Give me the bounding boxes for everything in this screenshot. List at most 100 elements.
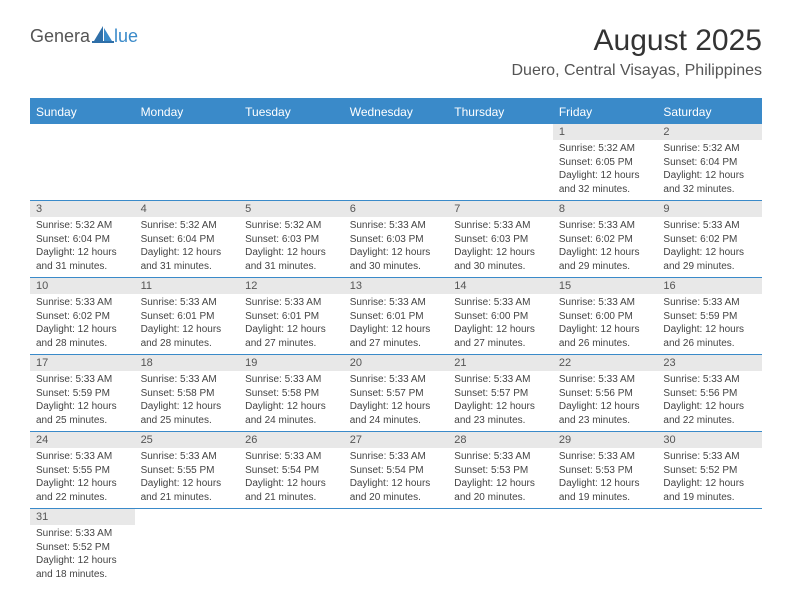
day-dl1: Daylight: 12 hours xyxy=(559,169,652,183)
day-dl1: Daylight: 12 hours xyxy=(141,323,234,337)
day-body: Sunrise: 5:33 AMSunset: 6:01 PMDaylight:… xyxy=(344,294,449,354)
day-number: 30 xyxy=(657,432,762,448)
day-sunset: Sunset: 5:58 PM xyxy=(141,387,234,401)
day-body: Sunrise: 5:33 AMSunset: 5:55 PMDaylight:… xyxy=(135,448,240,508)
day-number: 13 xyxy=(344,278,449,294)
day-dl2: and 25 minutes. xyxy=(36,414,129,428)
day-number: 8 xyxy=(553,201,658,217)
day-number: 6 xyxy=(344,201,449,217)
day-sunrise: Sunrise: 5:33 AM xyxy=(454,450,547,464)
day-sunset: Sunset: 6:03 PM xyxy=(350,233,443,247)
day-dl2: and 31 minutes. xyxy=(141,260,234,274)
day-body: Sunrise: 5:33 AMSunset: 5:57 PMDaylight:… xyxy=(448,371,553,431)
day-sunrise: Sunrise: 5:32 AM xyxy=(559,142,652,156)
weekday-header: Sunday xyxy=(30,100,135,124)
day-dl1: Daylight: 12 hours xyxy=(454,246,547,260)
day-dl1: Daylight: 12 hours xyxy=(663,400,756,414)
day-sunrise: Sunrise: 5:32 AM xyxy=(141,219,234,233)
day-cell: 31Sunrise: 5:33 AMSunset: 5:52 PMDayligh… xyxy=(30,509,135,585)
day-sunset: Sunset: 5:56 PM xyxy=(559,387,652,401)
day-dl1: Daylight: 12 hours xyxy=(559,400,652,414)
day-body: Sunrise: 5:33 AMSunset: 5:59 PMDaylight:… xyxy=(657,294,762,354)
day-dl1: Daylight: 12 hours xyxy=(36,554,129,568)
day-cell: 17Sunrise: 5:33 AMSunset: 5:59 PMDayligh… xyxy=(30,355,135,431)
day-cell: 26Sunrise: 5:33 AMSunset: 5:54 PMDayligh… xyxy=(239,432,344,508)
day-sunrise: Sunrise: 5:32 AM xyxy=(663,142,756,156)
week-row: 10Sunrise: 5:33 AMSunset: 6:02 PMDayligh… xyxy=(30,278,762,355)
logo-text-1: Genera xyxy=(30,26,90,47)
day-dl1: Daylight: 12 hours xyxy=(454,477,547,491)
day-cell: 18Sunrise: 5:33 AMSunset: 5:58 PMDayligh… xyxy=(135,355,240,431)
day-sunrise: Sunrise: 5:33 AM xyxy=(559,296,652,310)
day-number: 17 xyxy=(30,355,135,371)
day-body: Sunrise: 5:33 AMSunset: 5:59 PMDaylight:… xyxy=(30,371,135,431)
day-sunrise: Sunrise: 5:33 AM xyxy=(454,373,547,387)
day-number: 12 xyxy=(239,278,344,294)
day-number: 14 xyxy=(448,278,553,294)
day-sunrise: Sunrise: 5:33 AM xyxy=(350,373,443,387)
day-sunrise: Sunrise: 5:33 AM xyxy=(141,296,234,310)
day-number: 19 xyxy=(239,355,344,371)
day-dl1: Daylight: 12 hours xyxy=(454,400,547,414)
day-sunset: Sunset: 5:53 PM xyxy=(559,464,652,478)
day-dl2: and 20 minutes. xyxy=(350,491,443,505)
title-block: August 2025 Duero, Central Visayas, Phil… xyxy=(512,24,763,80)
day-sunset: Sunset: 5:52 PM xyxy=(663,464,756,478)
day-sunset: Sunset: 5:57 PM xyxy=(454,387,547,401)
day-sunset: Sunset: 6:04 PM xyxy=(141,233,234,247)
day-dl1: Daylight: 12 hours xyxy=(36,246,129,260)
day-sunset: Sunset: 5:54 PM xyxy=(245,464,338,478)
day-number: 31 xyxy=(30,509,135,525)
day-cell: 6Sunrise: 5:33 AMSunset: 6:03 PMDaylight… xyxy=(344,201,449,277)
day-number: 11 xyxy=(135,278,240,294)
day-sunrise: Sunrise: 5:32 AM xyxy=(245,219,338,233)
day-sunrise: Sunrise: 5:33 AM xyxy=(36,373,129,387)
day-dl1: Daylight: 12 hours xyxy=(36,323,129,337)
day-cell: 19Sunrise: 5:33 AMSunset: 5:58 PMDayligh… xyxy=(239,355,344,431)
day-body: Sunrise: 5:32 AMSunset: 6:03 PMDaylight:… xyxy=(239,217,344,277)
day-cell xyxy=(239,509,344,585)
day-dl2: and 26 minutes. xyxy=(559,337,652,351)
day-sunset: Sunset: 5:55 PM xyxy=(141,464,234,478)
day-cell xyxy=(448,124,553,200)
weekday-header: Monday xyxy=(135,100,240,124)
day-sunset: Sunset: 6:00 PM xyxy=(454,310,547,324)
day-dl2: and 23 minutes. xyxy=(454,414,547,428)
day-number: 23 xyxy=(657,355,762,371)
day-dl1: Daylight: 12 hours xyxy=(454,323,547,337)
day-dl2: and 29 minutes. xyxy=(559,260,652,274)
day-dl2: and 19 minutes. xyxy=(663,491,756,505)
day-sunset: Sunset: 6:02 PM xyxy=(559,233,652,247)
day-dl1: Daylight: 12 hours xyxy=(245,323,338,337)
day-dl1: Daylight: 12 hours xyxy=(350,400,443,414)
day-dl2: and 27 minutes. xyxy=(245,337,338,351)
day-body: Sunrise: 5:32 AMSunset: 6:04 PMDaylight:… xyxy=(135,217,240,277)
day-number: 4 xyxy=(135,201,240,217)
day-cell xyxy=(553,509,658,585)
day-cell: 16Sunrise: 5:33 AMSunset: 5:59 PMDayligh… xyxy=(657,278,762,354)
day-dl1: Daylight: 12 hours xyxy=(245,477,338,491)
day-body: Sunrise: 5:33 AMSunset: 5:58 PMDaylight:… xyxy=(135,371,240,431)
day-number: 21 xyxy=(448,355,553,371)
day-dl2: and 18 minutes. xyxy=(36,568,129,582)
logo-text-2: lue xyxy=(114,26,138,47)
day-dl2: and 26 minutes. xyxy=(663,337,756,351)
weekday-header: Friday xyxy=(553,100,658,124)
day-body: Sunrise: 5:33 AMSunset: 6:02 PMDaylight:… xyxy=(30,294,135,354)
day-sunset: Sunset: 5:56 PM xyxy=(663,387,756,401)
day-cell: 12Sunrise: 5:33 AMSunset: 6:01 PMDayligh… xyxy=(239,278,344,354)
day-dl1: Daylight: 12 hours xyxy=(141,477,234,491)
day-sunset: Sunset: 6:03 PM xyxy=(454,233,547,247)
day-body: Sunrise: 5:33 AMSunset: 6:01 PMDaylight:… xyxy=(135,294,240,354)
day-sunset: Sunset: 6:05 PM xyxy=(559,156,652,170)
day-sunrise: Sunrise: 5:33 AM xyxy=(559,219,652,233)
day-sunrise: Sunrise: 5:33 AM xyxy=(454,219,547,233)
day-sunset: Sunset: 5:57 PM xyxy=(350,387,443,401)
day-sunrise: Sunrise: 5:33 AM xyxy=(350,296,443,310)
weekday-header: Tuesday xyxy=(239,100,344,124)
day-number: 22 xyxy=(553,355,658,371)
day-number: 1 xyxy=(553,124,658,140)
location-subtitle: Duero, Central Visayas, Philippines xyxy=(512,62,763,80)
day-sunrise: Sunrise: 5:33 AM xyxy=(559,373,652,387)
day-cell: 21Sunrise: 5:33 AMSunset: 5:57 PMDayligh… xyxy=(448,355,553,431)
